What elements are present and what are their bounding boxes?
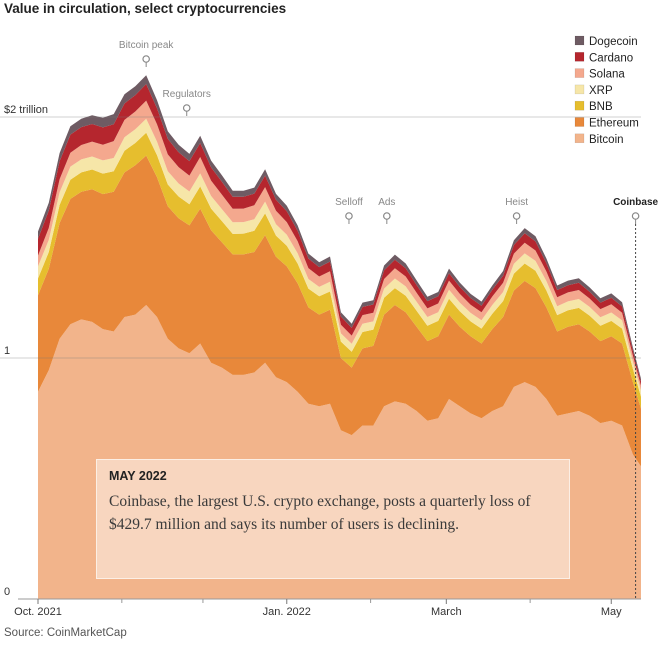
y-tick-label: $2 trillion <box>4 104 48 116</box>
y-axis-labels: 0 1 $2 trillion <box>4 104 48 598</box>
callout-text: Coinbase, the largest U.S. crypto exchan… <box>109 493 531 533</box>
area-layers <box>38 75 641 599</box>
legend-swatch <box>574 52 585 62</box>
x-tick-label: May <box>601 606 622 618</box>
legend-label: Bitcoin <box>589 134 624 146</box>
area-bnb <box>38 132 641 409</box>
area-ethereum <box>38 155 641 467</box>
chart-title: Value in circulation, select cryptocurre… <box>4 1 287 16</box>
legend-swatch <box>574 68 585 78</box>
annotation-label: Selloff <box>335 197 363 208</box>
grid-lines <box>0 116 641 359</box>
legend-label: Cardano <box>589 52 633 64</box>
legend: Dogecoin Cardano Solana XRP BNB Ethereum Bitco… <box>574 35 639 146</box>
callout-box: MAY 2022 Coinbase, the largest U.S. cryp… <box>96 459 570 579</box>
legend-swatch <box>574 35 585 46</box>
legend-swatch <box>574 84 585 95</box>
annotation-marker-icon <box>345 212 353 220</box>
legend-swatch <box>574 133 585 144</box>
legend-label: Ethereum <box>589 118 639 130</box>
annotation-label: Regulators <box>163 89 211 100</box>
callout-date: MAY 2022 <box>109 469 167 483</box>
annotation-marker-icon <box>142 55 150 63</box>
y-tick-label: 1 <box>4 345 10 357</box>
x-tick-label: March <box>431 606 462 618</box>
x-axis: Oct. 2021 Jan. 2022 March May <box>14 598 641 618</box>
annotation-label: Coinbase <box>613 197 658 208</box>
annotation-marker-icon <box>383 212 391 220</box>
annotation-label: Bitcoin peak <box>119 40 174 51</box>
legend-label: Solana <box>589 69 625 81</box>
source-note: Source: CoinMarketCap <box>4 627 127 639</box>
legend-swatch <box>574 117 585 127</box>
annotation-marker-icon <box>631 212 640 220</box>
annotation-label: Ads <box>378 197 395 208</box>
area-bitcoin <box>38 305 641 599</box>
event-annotations: Bitcoin peak Regulators Selloff Ads Heist Coi… <box>119 40 659 599</box>
legend-label: XRP <box>589 85 613 97</box>
legend-label: BNB <box>589 101 613 113</box>
y-tick-label: 0 <box>4 586 10 598</box>
legend-swatch <box>574 100 585 111</box>
area-xrp <box>38 118 641 397</box>
annotation-label: Heist <box>505 197 528 208</box>
x-tick-label: Jan. 2022 <box>263 606 311 618</box>
x-tick-label: Oct. 2021 <box>14 606 62 618</box>
legend-label: Dogecoin <box>589 36 638 48</box>
annotation-marker-icon <box>512 212 521 220</box>
annotation-marker-icon <box>182 104 191 112</box>
